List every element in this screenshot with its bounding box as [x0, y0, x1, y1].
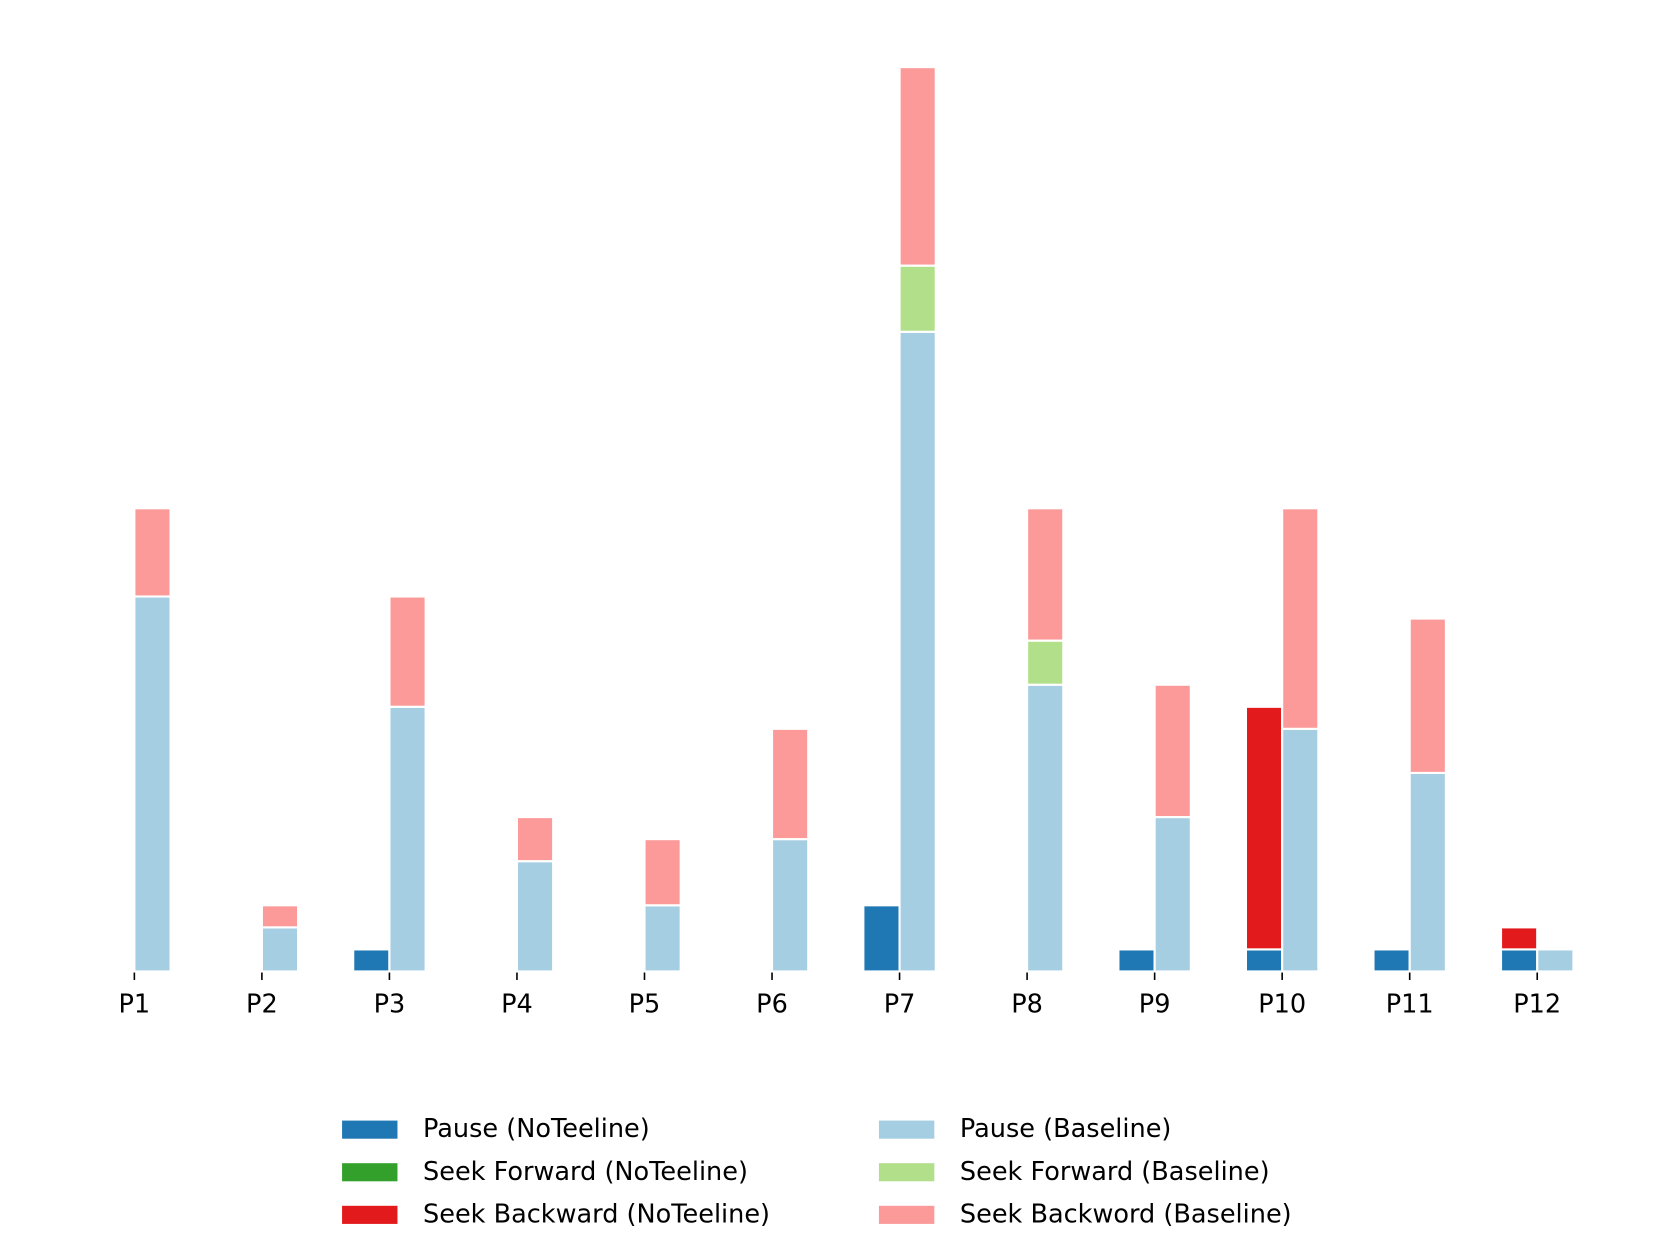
legend-swatch	[342, 1163, 398, 1182]
bar-segment	[1408, 771, 1447, 973]
x-tick-label: P9	[1139, 990, 1171, 1020]
x-tick-label: P10	[1258, 990, 1306, 1020]
bar-segment	[898, 264, 937, 333]
bar-segment	[388, 705, 427, 973]
legend-label: Pause (Baseline)	[960, 1114, 1171, 1144]
legend-swatch	[878, 1120, 935, 1139]
x-tick-label: P8	[1011, 990, 1043, 1020]
bar-segment	[1536, 948, 1575, 973]
bar-segment	[1499, 948, 1539, 973]
bar-segment	[1244, 948, 1284, 973]
x-tick-label: P2	[246, 990, 278, 1020]
bar-segment	[1499, 926, 1539, 951]
x-tick-label: P12	[1513, 990, 1561, 1020]
bar-segment	[133, 595, 172, 973]
bar-segment	[1117, 948, 1156, 973]
bar-segment	[1026, 683, 1065, 973]
bar-segment	[770, 838, 810, 973]
bar-segment	[1281, 727, 1320, 973]
bar-segment	[133, 507, 172, 598]
bar-segment	[1026, 639, 1065, 686]
bar-segment	[1281, 507, 1320, 730]
legend-label: Seek Forward (Baseline)	[960, 1157, 1270, 1187]
x-tick-label: P3	[374, 990, 406, 1020]
bar-segment	[1026, 507, 1065, 642]
bar-segment	[260, 926, 300, 973]
x-tick-label: P4	[501, 990, 533, 1020]
bar-segment	[515, 860, 555, 973]
legend-swatch	[878, 1163, 935, 1182]
bar-segment	[898, 66, 937, 267]
x-tick-label: P6	[756, 990, 788, 1020]
bar-segment	[770, 727, 810, 841]
x-tick-label: P5	[629, 990, 661, 1020]
bar-segment	[1408, 617, 1447, 775]
legend-swatch	[878, 1205, 935, 1224]
bar-segment	[352, 948, 391, 973]
bar-segment	[898, 330, 937, 973]
bar-segment	[515, 815, 555, 863]
x-tick-label: P7	[884, 990, 916, 1020]
bar-segment	[1153, 815, 1192, 973]
bar-segment	[1244, 705, 1284, 951]
legend-label: Pause (NoTeeline)	[423, 1114, 650, 1144]
bar-segment	[260, 904, 300, 929]
bar-segment	[1153, 683, 1192, 819]
legend-label: Seek Backward (NoTeeline)	[423, 1199, 770, 1229]
legend-swatch	[342, 1205, 398, 1224]
legend-swatch	[342, 1120, 398, 1139]
x-tick-label: P11	[1386, 990, 1434, 1020]
bar-segment	[862, 904, 901, 973]
legend-label: Seek Backword (Baseline)	[960, 1199, 1292, 1229]
x-tick-label: P1	[119, 990, 151, 1020]
bar-segment	[1372, 948, 1411, 973]
bar-segment	[643, 838, 682, 907]
legend-label: Seek Forward (NoTeeline)	[423, 1157, 748, 1187]
bar-segment	[388, 595, 427, 708]
bar-segment	[643, 904, 682, 973]
